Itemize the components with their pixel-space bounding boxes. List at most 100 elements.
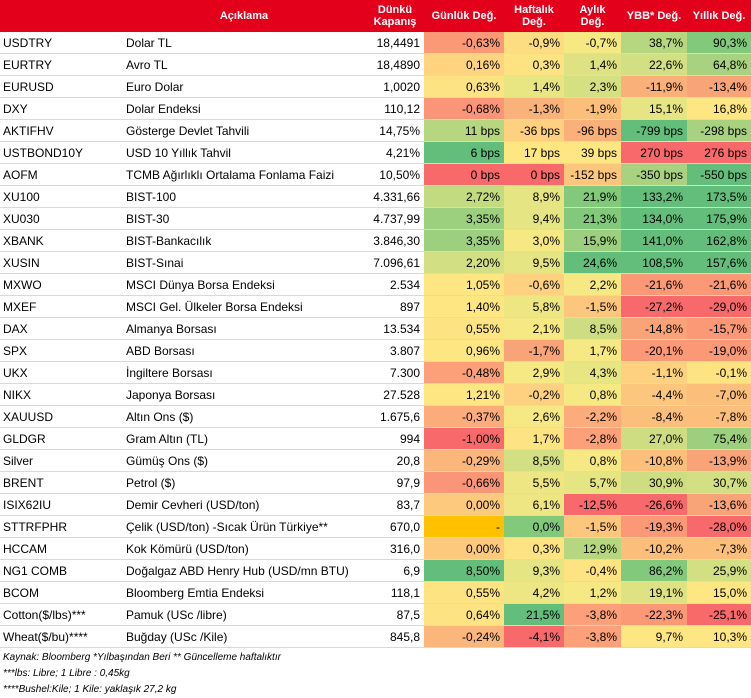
cell-ytd: 86,2% [621, 559, 687, 582]
cell-close: 18,4890 [366, 53, 424, 76]
cell-daily: 0 bps [424, 163, 504, 186]
cell-close: 316,0 [366, 537, 424, 560]
cell-code: NG1 COMB [0, 559, 122, 582]
header-weekly: Haftalık Değ. [504, 0, 564, 32]
cell-yearly: -21,6% [687, 273, 751, 296]
cell-weekly: 5,8% [504, 295, 564, 318]
cell-description: BIST-30 [122, 207, 366, 230]
cell-close: 897 [366, 295, 424, 318]
cell-ytd: -8,4% [621, 405, 687, 428]
cell-monthly: -1,5% [564, 515, 621, 538]
cell-daily: 0,63% [424, 75, 504, 98]
cell-monthly: 0,8% [564, 383, 621, 406]
cell-monthly: 21,3% [564, 207, 621, 230]
cell-weekly: 5,5% [504, 471, 564, 494]
cell-ytd: 27,0% [621, 427, 687, 450]
footnotes: Kaynak: Bloomberg *Yılbaşından Beri ** G… [0, 648, 751, 698]
cell-code: USTBOND10Y [0, 141, 122, 164]
cell-daily: -0,24% [424, 625, 504, 648]
cell-description: Kok Kömürü (USD/ton) [122, 537, 366, 560]
cell-daily: -0,48% [424, 361, 504, 384]
cell-description: BIST-Sınai [122, 251, 366, 274]
cell-description: Japonya Borsası [122, 383, 366, 406]
cell-weekly: 21,5% [504, 603, 564, 626]
cell-monthly: -2,8% [564, 427, 621, 450]
cell-yearly: -19,0% [687, 339, 751, 362]
cell-ytd: -21,6% [621, 273, 687, 296]
cell-ytd: 15,1% [621, 97, 687, 120]
cell-ytd: -10,2% [621, 537, 687, 560]
cell-daily: 0,64% [424, 603, 504, 626]
cell-yearly: 64,8% [687, 53, 751, 76]
cell-description: Pamuk (USc /libre) [122, 603, 366, 626]
cell-weekly: -1,7% [504, 339, 564, 362]
cell-monthly: 21,9% [564, 185, 621, 208]
cell-daily: 3,35% [424, 229, 504, 252]
cell-description: BIST-100 [122, 185, 366, 208]
cell-monthly: -152 bps [564, 163, 621, 186]
market-table: Açıklama Dünkü Kapanış Günlük Değ. Hafta… [0, 0, 751, 648]
cell-description: Gösterge Devlet Tahvili [122, 119, 366, 142]
cell-close: 97,9 [366, 471, 424, 494]
cell-ytd: 133,2% [621, 185, 687, 208]
cell-code: XBANK [0, 229, 122, 252]
header-daily: Günlük Değ. [424, 0, 504, 32]
cell-code: USDTRY [0, 32, 122, 54]
cell-description: Buğday (USc /Kile) [122, 625, 366, 648]
cell-weekly: 4,2% [504, 581, 564, 604]
cell-yearly: -29,0% [687, 295, 751, 318]
cell-weekly: 6,1% [504, 493, 564, 516]
cell-description: Altın Ons ($) [122, 405, 366, 428]
cell-description: İngiltere Borsası [122, 361, 366, 384]
table-row: BCOM Bloomberg Emtia Endeksi 118,1 0,55% 4,2… [0, 581, 751, 604]
cell-close: 20,8 [366, 449, 424, 472]
cell-ytd: 30,9% [621, 471, 687, 494]
cell-code: BCOM [0, 581, 122, 604]
cell-code: NIKX [0, 383, 122, 406]
cell-weekly: -36 bps [504, 119, 564, 142]
cell-weekly: 2,9% [504, 361, 564, 384]
cell-daily: -0,63% [424, 32, 504, 54]
cell-weekly: 17 bps [504, 141, 564, 164]
cell-yearly: -28,0% [687, 515, 751, 538]
cell-weekly: 8,5% [504, 449, 564, 472]
table-row: MXEF MSCI Gel. Ülkeler Borsa Endeksi 897 1,… [0, 295, 751, 318]
cell-description: Doğalgaz ABD Henry Hub (USD/mn BTU) [122, 559, 366, 582]
table-row: UKX İngiltere Borsası 7.300 -0,48% 2,9% 4,3% -… [0, 361, 751, 384]
cell-close: 670,0 [366, 515, 424, 538]
cell-daily: 2,20% [424, 251, 504, 274]
cell-yearly: -550 bps [687, 163, 751, 186]
cell-ytd: -1,1% [621, 361, 687, 384]
cell-yearly: -13,9% [687, 449, 751, 472]
cell-ytd: -799 bps [621, 119, 687, 142]
cell-monthly: -1,5% [564, 295, 621, 318]
table-row: Cotton($/lbs)*** Pamuk (USc /libre) 87,5 0,… [0, 603, 751, 626]
header-row: Açıklama Dünkü Kapanış Günlük Değ. Hafta… [0, 0, 751, 32]
cell-daily: 3,35% [424, 207, 504, 230]
cell-weekly: -4,1% [504, 625, 564, 648]
cell-close: 18,4491 [366, 32, 424, 54]
cell-daily: 0,96% [424, 339, 504, 362]
table-row: GLDGR Gram Altın (TL) 994 -1,00% 1,7% -2,8% 27… [0, 427, 751, 450]
cell-weekly: 2,1% [504, 317, 564, 340]
cell-monthly: 1,2% [564, 581, 621, 604]
cell-close: 4.331,66 [366, 185, 424, 208]
cell-ytd: 134,0% [621, 207, 687, 230]
cell-close: 1.675,6 [366, 405, 424, 428]
cell-weekly: 9,4% [504, 207, 564, 230]
table-row: ISIX62IU Demir Cevheri (USD/ton) 83,7 0,00%… [0, 493, 751, 516]
cell-weekly: -1,3% [504, 97, 564, 120]
cell-weekly: 8,9% [504, 185, 564, 208]
table-row: EURTRY Avro TL 18,4890 0,16% 0,3% 1,4% 22,6% 64… [0, 53, 751, 76]
cell-close: 13.534 [366, 317, 424, 340]
cell-description: Euro Dolar [122, 75, 366, 98]
cell-weekly: 0 bps [504, 163, 564, 186]
cell-code: AOFM [0, 163, 122, 186]
cell-monthly: 0,8% [564, 449, 621, 472]
cell-weekly: -0,9% [504, 32, 564, 54]
table-row: NIKX Japonya Borsası 27.528 1,21% -0,2% 0,8% -… [0, 383, 751, 406]
cell-monthly: 4,3% [564, 361, 621, 384]
cell-yearly: 175,9% [687, 207, 751, 230]
cell-code: EURUSD [0, 75, 122, 98]
cell-monthly: -0,4% [564, 559, 621, 582]
